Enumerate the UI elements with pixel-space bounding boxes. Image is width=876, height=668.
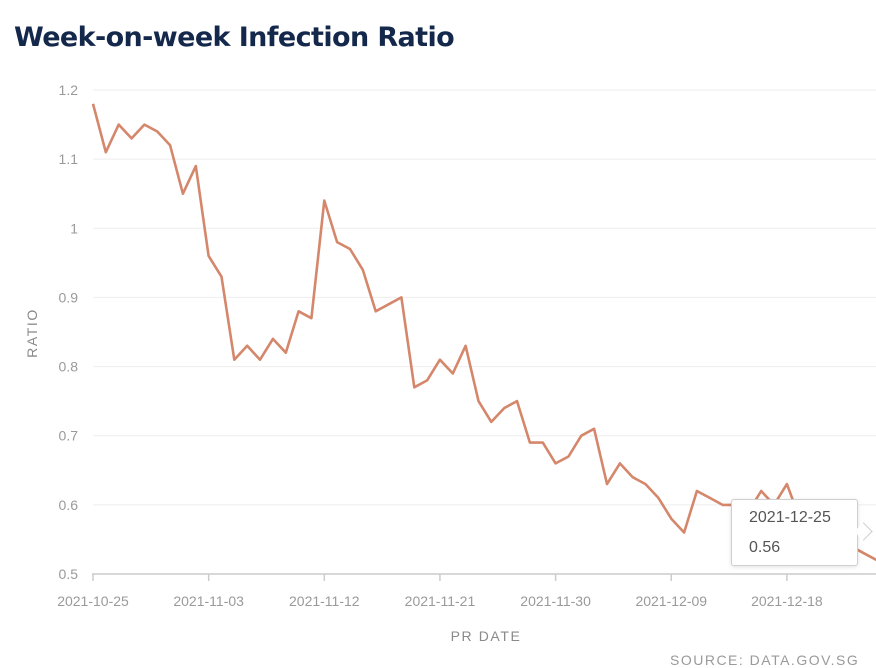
y-tick-label: 0.5 (59, 566, 79, 582)
x-axis-ticks: 2021-10-25 2021-11-03 2021-11-12 2021-11-21… (57, 574, 823, 609)
chart-title: Week-on-week Infection Ratio (14, 22, 455, 53)
tooltip-value: 0.56 (749, 539, 781, 556)
x-tick-label: 2021-12-09 (635, 593, 707, 609)
x-tick-label: 2021-10-25 (57, 593, 129, 609)
y-tick-label: 1.2 (59, 82, 79, 98)
x-tick-label: 2021-12-18 (751, 593, 823, 609)
y-tick-label: 1 (70, 220, 78, 236)
tooltip-date: 2021-12-25 (749, 509, 831, 526)
source-credit: SOURCE: DATA.GOV.SG (670, 652, 860, 668)
x-tick-label: 2021-11-12 (289, 593, 360, 609)
chart-tooltip: 2021-12-25 0.56 (731, 499, 873, 566)
x-axis-title: PR DATE (451, 628, 522, 644)
y-tick-label: 0.6 (59, 497, 79, 513)
y-tick-label: 1.1 (59, 151, 79, 167)
x-tick-label: 2021-11-30 (520, 593, 591, 609)
y-axis-ticks: 0.5 0.6 0.7 0.8 0.9 1 1.1 1.2 (59, 82, 79, 582)
grid-lines (93, 89, 876, 506)
y-tick-label: 0.7 (59, 428, 79, 444)
y-tick-label: 0.8 (59, 359, 79, 375)
series-line[interactable] (91, 103, 876, 562)
x-tick-label: 2021-11-03 (173, 593, 244, 609)
y-axis-title: RATIO (24, 308, 40, 358)
y-tick-label: 0.9 (59, 289, 79, 305)
x-tick-label: 2021-11-21 (405, 593, 476, 609)
